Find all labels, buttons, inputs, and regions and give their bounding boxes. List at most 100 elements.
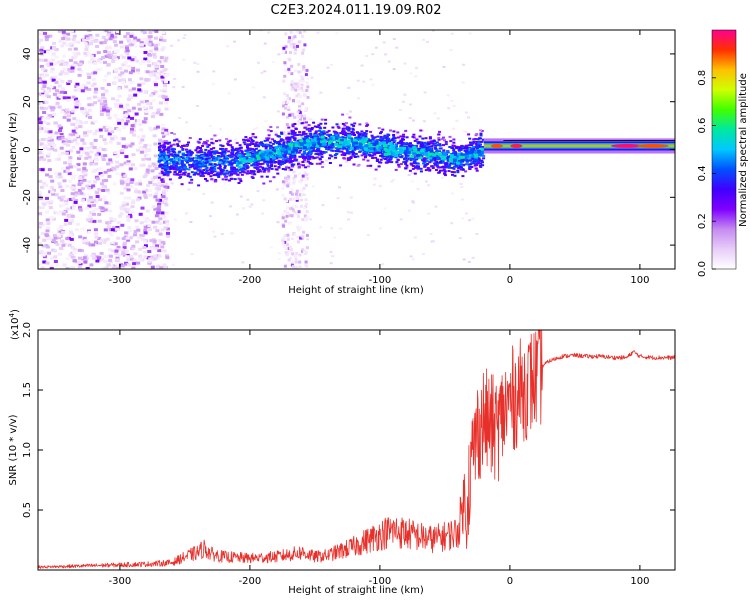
spectrogram-cell: [155, 189, 160, 193]
spectrogram-cell: [51, 52, 56, 56]
spectrogram-cell: [98, 67, 103, 71]
spectrogram-cell: [261, 162, 265, 165]
spectrogram-cell: [92, 212, 96, 216]
spectrogram-cell: [196, 140, 200, 143]
spectrogram-cell: [139, 43, 144, 47]
spectrogram-cell: [112, 167, 117, 171]
spectrogram-cell: [452, 138, 456, 141]
spectrogram-cell: [392, 38, 396, 40]
spectrogram-cell: [295, 212, 299, 216]
spectrogram-cell: [163, 226, 168, 230]
spectrogram-cell: [452, 104, 456, 107]
spectrogram-cell: [195, 159, 199, 162]
spectrogram-cell: [39, 196, 44, 200]
spectrogram-cell: [161, 172, 165, 175]
spectrogram-cell: [353, 122, 357, 125]
spectrogram-cell: [95, 259, 100, 263]
spectrogram-cell: [150, 169, 155, 173]
spectrogram-cell: [47, 159, 52, 163]
spectrogram-cell: [202, 142, 205, 145]
spectrogram-cell: [284, 176, 287, 180]
spectrogram-cell: [371, 53, 375, 56]
spectrogram-cell: [76, 86, 81, 90]
spectrogram-cell: [293, 51, 297, 55]
spectrogram-cell: [304, 73, 308, 77]
spectrogram-cell: [59, 225, 64, 229]
spectrogram-cell: [86, 146, 91, 150]
spectrogram-cell: [315, 162, 319, 165]
spectrogram-cell: [172, 86, 176, 89]
spectrogram-cell: [283, 234, 287, 238]
spectrogram-cell: [481, 161, 484, 164]
spectrogram-cell: [434, 205, 438, 208]
spectrogram-cell: [324, 145, 328, 147]
spectrogram-cell: [296, 110, 300, 113]
spectrogram-cell: [348, 137, 352, 140]
spectrogram-cell: [126, 238, 131, 242]
spectrogram-cell: [415, 147, 419, 150]
spectrogram-cell: [301, 34, 304, 38]
spectrogram-cell: [196, 169, 200, 172]
spectrogram-cell: [338, 186, 341, 189]
spectrogram-cell: [288, 150, 293, 153]
spectrogram-cell: [291, 135, 295, 138]
spectrogram-cell: [474, 134, 478, 137]
spectrogram-cell: [442, 144, 445, 147]
spectrogram-cell: [436, 166, 440, 169]
spectrogram-cell: [49, 215, 54, 219]
spectrogram-cell: [156, 183, 161, 187]
spectrogram-cell: [39, 185, 44, 189]
spectrogram-cell: [423, 146, 427, 149]
spectrogram-cell: [165, 227, 170, 231]
spectrogram-cell: [160, 157, 164, 160]
spectrogram-cell: [365, 122, 369, 125]
spectrogram-cell: [140, 237, 145, 241]
spectrogram-cell: [200, 151, 204, 154]
spectrogram-cell: [40, 266, 45, 269]
spectrogram-cell: [39, 142, 44, 146]
spectrogram-cell: [246, 147, 250, 150]
spectrogram-cell: [144, 173, 149, 177]
spectrogram-cell: [305, 128, 309, 131]
spectrogram-cell: [153, 225, 158, 229]
spectrogram-cell: [201, 145, 205, 147]
spectrogram-cell: [248, 160, 253, 163]
spectrogram-cell: [181, 144, 184, 147]
spectrogram-cell: [292, 181, 296, 185]
spectrogram-cell: [449, 157, 454, 161]
spectrogram-cell: [267, 161, 271, 164]
spectrogram-cell: [153, 127, 158, 131]
spectrogram-cell: [420, 163, 423, 166]
spectrogram-cell: [303, 114, 306, 118]
spectrogram-cell: [64, 151, 69, 155]
spectrogram-cell: [40, 87, 45, 91]
spectrogram-cell: [237, 147, 241, 150]
spectrogram-cell: [182, 58, 186, 61]
spectrogram-cell: [283, 147, 288, 151]
spectrogram-cell: [112, 264, 117, 268]
spectrogram-cell: [50, 147, 55, 151]
spectrogram-cell: [39, 48, 44, 52]
spectrogram-cell: [300, 153, 304, 156]
spectrogram-cell: [403, 158, 407, 161]
spectrogram-cell: [133, 93, 138, 97]
spectrogram-cell: [180, 183, 184, 186]
spectrogram-cell: [480, 159, 484, 162]
spectrogram-cell: [101, 179, 106, 183]
spectrogram-cell: [245, 144, 249, 147]
spectrogram-cell: [102, 241, 107, 244]
spectrogram-cell: [49, 70, 54, 74]
spectrogram-cell: [101, 158, 106, 161]
spectrogram-cell: [314, 133, 318, 136]
spectrogram-cell: [41, 30, 46, 32]
spectrogram-cell: [155, 244, 160, 248]
spectrogram-cell: [213, 152, 217, 155]
spectrogram-cell: [121, 80, 126, 84]
spectrogram-cell: [267, 170, 271, 173]
spectrogram-cell: [251, 174, 255, 177]
spectrogram-cell: [94, 232, 98, 236]
spectrogram-cell: [143, 51, 148, 54]
spectrogram-cell: [330, 155, 334, 158]
spectrogram-cell: [144, 37, 149, 41]
spectrogram-cell: [209, 163, 213, 166]
